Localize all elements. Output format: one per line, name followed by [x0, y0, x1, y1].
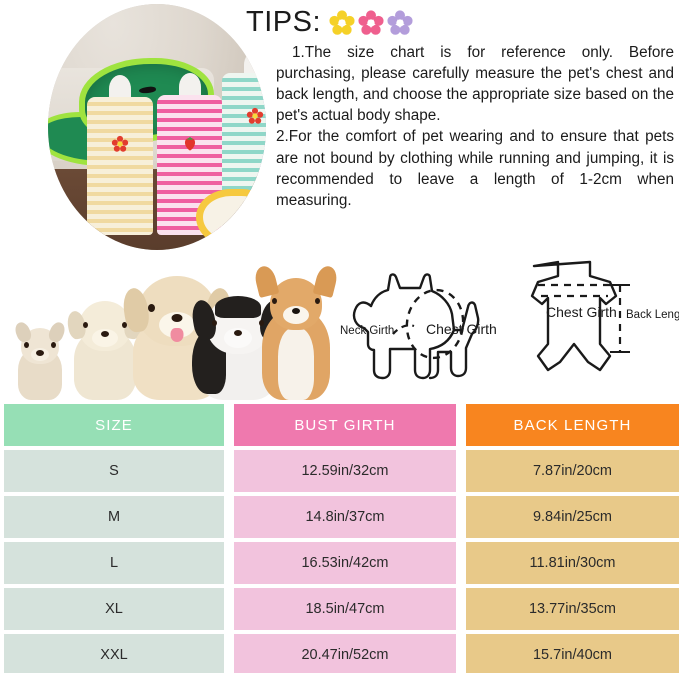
header-bust-girth: BUST GIRTH: [233, 404, 456, 446]
cell-bust-girth: 20.47in/52cm: [233, 634, 456, 673]
flower-purple-icon: [387, 10, 413, 35]
tips-paragraph-2: 2.For the comfort of pet wearing and to …: [276, 128, 674, 209]
tips-paragraph-1: 1.The size chart is for reference only. …: [276, 44, 674, 125]
tips-title: TIPS:: [246, 5, 322, 38]
cell-back-length: 15.7in/40cm: [465, 634, 679, 673]
chest-girth-label: Chest Girth: [426, 321, 497, 337]
flower-patch-icon: [246, 108, 264, 125]
table-row: M 14.8in/37cm 9.84in/25cm: [0, 496, 679, 538]
puppy-eye-left: [24, 342, 29, 348]
table-header-row: SIZE BUST GIRTH BACK LENGTH: [0, 404, 679, 446]
puppy-ear-left: [252, 264, 280, 298]
cell-back-length: 11.81in/30cm: [465, 542, 679, 584]
puppies-photo-strip: [4, 255, 340, 400]
puppy-eye-left: [148, 304, 155, 312]
cell-bust-girth: 14.8in/37cm: [233, 496, 456, 538]
garment-chest-girth-label: Chest Girth: [546, 304, 617, 320]
puppy-tongue: [170, 328, 184, 342]
table-row: S 12.59in/32cm 7.87in/20cm: [0, 450, 679, 492]
puppy-eye-left: [212, 320, 217, 326]
puppy-nose: [171, 314, 183, 322]
tips-header: TIPS:: [246, 4, 674, 40]
puppy-nose: [292, 308, 300, 314]
puppy-nose: [101, 331, 109, 337]
table-row: XXL 20.47in/52cm 15.7in/40cm: [0, 634, 679, 673]
flower-decorations: [329, 10, 413, 36]
flower-yellow-icon: [329, 10, 355, 35]
shirt-body: [222, 72, 266, 201]
dog-outline: [352, 273, 480, 380]
table-row: XL 18.5in/47cm 13.77in/35cm: [0, 588, 679, 630]
puppy-eye-right: [122, 322, 127, 328]
neck-girth-dashed-arc: [392, 324, 415, 335]
puppy-labrador: [65, 295, 145, 400]
cell-bust-girth: 18.5in/47cm: [233, 588, 456, 630]
puppy-chihuahua: [12, 320, 68, 400]
puppy-eye-right: [315, 298, 320, 304]
cell-size: XL: [4, 588, 224, 630]
puppy-snout: [283, 306, 309, 324]
back-length-label: Back Length: [626, 309, 679, 321]
puppy-eye-left: [83, 322, 88, 328]
cell-size: XXL: [4, 634, 224, 673]
table-row: L 16.53in/42cm 11.81in/30cm: [0, 542, 679, 584]
cell-back-length: 7.87in/20cm: [465, 450, 679, 492]
puppy-nose: [234, 330, 242, 336]
plush-toy-eye: [138, 85, 157, 95]
tips-body: 1.The size chart is for reference only. …: [246, 42, 674, 211]
chest-girth-dashed-ellipse: [405, 288, 465, 360]
cell-bust-girth: 16.53in/42cm: [233, 542, 456, 584]
cell-size: S: [4, 450, 224, 492]
product-photo-circle: [48, 4, 266, 250]
size-chart-table: SIZE BUST GIRTH BACK LENGTH S 12.59in/32…: [0, 404, 679, 673]
puppy-nose: [36, 350, 44, 356]
garment-outline: [530, 260, 618, 372]
cell-size: M: [4, 496, 224, 538]
hanger-neck: [244, 50, 266, 79]
puppy-eye-left: [272, 298, 277, 304]
header-back-length: BACK LENGTH: [465, 404, 679, 446]
measurement-diagrams: Neck Girth Chest Girth Chest Girth Back …: [338, 252, 679, 402]
product-shirt-mint: [222, 50, 266, 201]
puppy-eye-right: [259, 320, 264, 326]
cell-bust-girth: 12.59in/32cm: [233, 450, 456, 492]
tips-section: TIPS:: [246, 4, 674, 211]
puppy-snout: [224, 328, 252, 348]
puppy-snout: [92, 329, 118, 347]
photo-yellow-toy: [196, 188, 266, 248]
cell-back-length: 13.77in/35cm: [465, 588, 679, 630]
cell-back-length: 9.84in/25cm: [465, 496, 679, 538]
puppy-head-cap: [215, 296, 261, 318]
flower-pink-icon: [358, 10, 384, 35]
hanger-neck: [178, 73, 201, 102]
puppy-ear-right: [312, 264, 340, 298]
flower-patch-icon: [111, 136, 129, 153]
neck-girth-label: Neck Girth: [340, 325, 394, 337]
puppy-chest-white: [278, 328, 314, 400]
strawberry-patch-icon: [184, 136, 195, 151]
cell-size: L: [4, 542, 224, 584]
shirt-body: [87, 97, 153, 236]
puppy-eye-right: [51, 342, 56, 348]
hanger-neck: [108, 75, 131, 104]
product-shirt-yellow: [87, 75, 153, 236]
puppy-corgi: [252, 264, 340, 400]
header-size: SIZE: [4, 404, 224, 446]
